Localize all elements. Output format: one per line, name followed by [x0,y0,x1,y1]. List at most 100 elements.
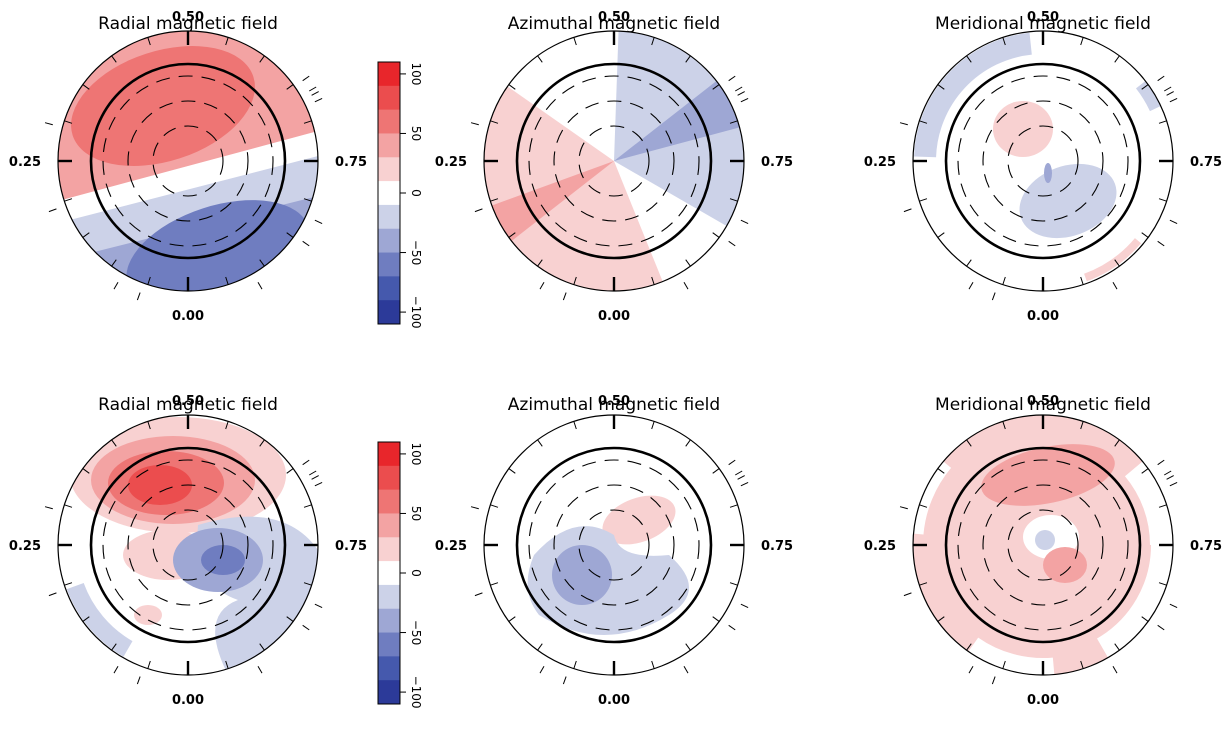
rim-tick [303,120,312,124]
rim-tick [1141,468,1149,474]
rim-tick [303,582,312,586]
rim-tick [508,616,516,622]
latitude-circle [957,75,1129,247]
colorbar-tick-label: 0 [409,569,423,577]
colorbar-swatch [378,632,400,657]
phase-mark [314,219,323,225]
phase-mark [1157,75,1165,82]
field-region [201,545,245,575]
phase-mark [1157,459,1165,466]
field-region [981,444,1115,506]
rim-tick [685,439,691,447]
latitude-circle [528,459,700,631]
colorbar-swatch [378,489,400,514]
latitude-circle [553,100,675,222]
rim-tick [937,232,945,238]
rim-tick [82,232,90,238]
rim-tick [286,84,294,90]
rim-tick [490,582,499,586]
colorbar-tick-label: 100 [409,62,423,85]
panel-title: Meridional magnetic field [935,395,1151,415]
rim-tick [573,421,577,430]
rim-tick [1141,232,1149,238]
phase-mark [728,624,736,631]
rim-tick [729,582,738,586]
rim-tick [537,259,543,267]
colorbar-swatch [378,85,400,111]
phase-mark [136,676,141,685]
rim-tick [303,504,312,508]
phase-mark [728,459,736,466]
phase-mark [903,592,912,597]
rim-tick [1158,504,1167,508]
latitude-circle [1007,125,1079,197]
rim-tick [225,276,229,285]
panel-title: Azimuthal magnetic field [508,395,720,415]
field-region [993,101,1053,157]
phase-mark [314,481,323,487]
rim-tick [111,259,117,267]
phase-mark [737,475,745,480]
rim-tick [1141,616,1149,622]
field-region [1083,238,1142,282]
rim-tick [651,421,655,430]
colorbar-swatch [378,228,400,254]
rim-tick [919,504,928,508]
rim-tick [919,120,928,124]
phase-mark [302,240,310,247]
phase-mark [302,459,310,466]
phase-label-top: 0.50 [172,10,204,25]
colorbar-tick-label: 0 [409,189,423,197]
colorbar-tick-label: 100 [409,442,423,465]
rim-tick [1114,439,1120,447]
colorbar-swatch [378,561,400,586]
phase-label-right: 0.75 [761,539,793,554]
phase-label-top: 0.50 [598,10,630,25]
colorbar-tick-label: −50 [409,240,423,265]
panel-title: Radial magnetic field [98,14,278,34]
rim-tick [64,582,73,586]
phase-mark [311,91,319,96]
phase-mark [737,91,745,96]
rim-tick [937,468,945,474]
field-region [914,32,1033,158]
phase-mark [968,281,974,290]
phase-mark [302,75,310,82]
phase-label-bottom: 0.00 [172,693,204,708]
phase-mark [683,281,689,290]
rim-tick [712,84,720,90]
phase-mark [1163,470,1172,476]
phase-mark [968,665,974,674]
rim-tick [147,421,151,430]
field-region [552,545,612,605]
phase-label-top: 0.50 [598,394,630,409]
phase-label-left: 0.25 [864,155,896,170]
rim-tick [1114,643,1120,651]
phase-mark [314,97,323,103]
field-region [967,637,1055,675]
rim-tick [966,643,972,651]
rim-tick [508,232,516,238]
phase-label-bottom: 0.00 [598,693,630,708]
phase-mark [257,281,263,290]
colorbar-swatch [378,181,400,206]
colorbar: 100 50 0 −50 −100 [377,441,423,709]
colorbar-swatch [378,656,400,681]
phase-mark [1166,475,1174,480]
rim-tick [1141,84,1149,90]
phase-label-left: 0.25 [435,155,467,170]
latitude-circle [102,459,274,631]
rim-tick [573,276,577,285]
rim-tick [1002,660,1006,669]
rim-tick [508,84,516,90]
rim-tick [286,468,294,474]
field-region [1135,80,1161,112]
rim-tick [729,504,738,508]
equator-circle [515,446,713,644]
field-region [134,605,162,625]
equator-circle [944,446,1142,644]
phase-mark [136,292,141,301]
colorbar-swatch [378,608,400,634]
rim-tick [1080,660,1084,669]
colorbar-swatch [378,513,400,538]
